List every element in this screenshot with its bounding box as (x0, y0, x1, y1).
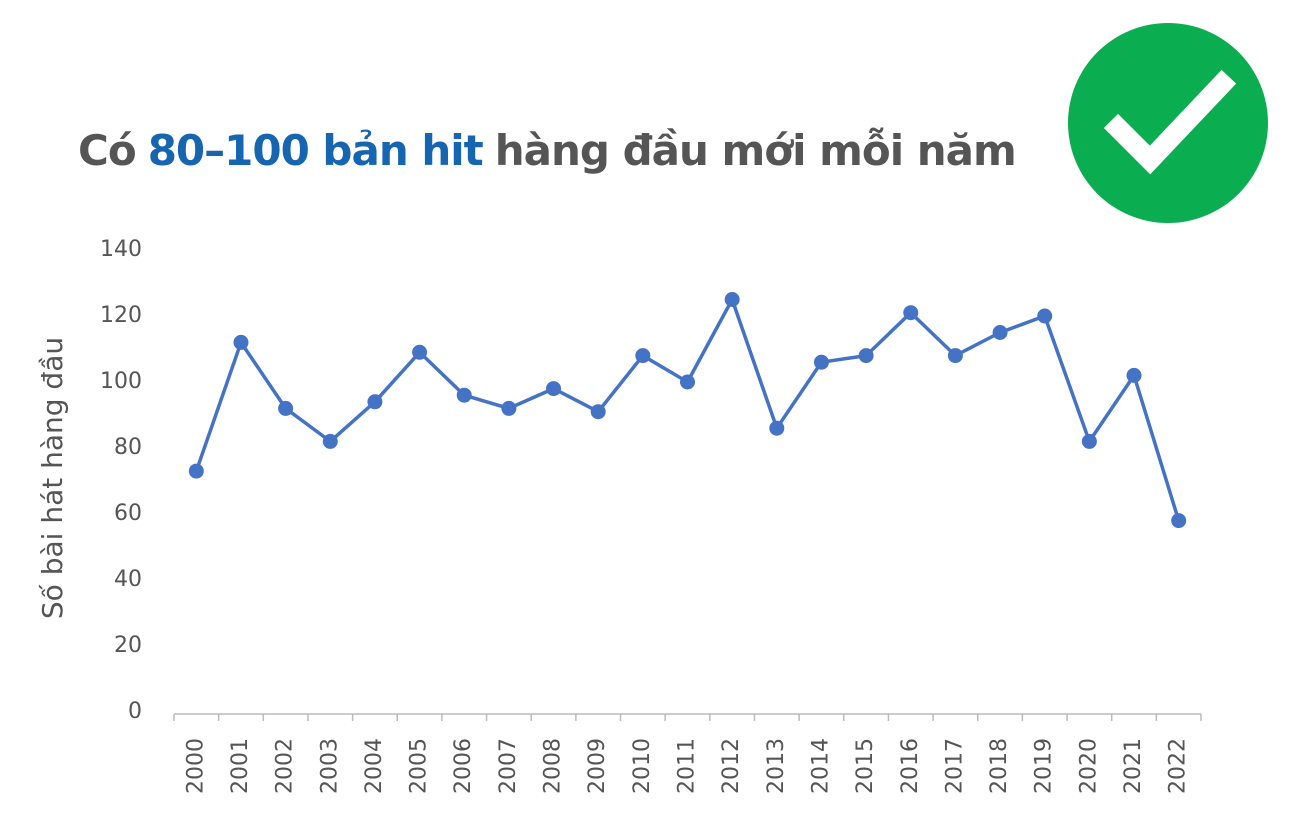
data-point (412, 344, 428, 360)
x-tick-label: 2012 (719, 738, 744, 794)
data-point (322, 433, 338, 449)
data-point (680, 374, 695, 390)
y-tick-label: 40 (114, 567, 142, 592)
x-tick-label: 2002 (273, 738, 298, 794)
data-point (1126, 367, 1142, 383)
data-point (278, 400, 294, 416)
data-point (724, 292, 740, 307)
data-point (188, 463, 204, 479)
x-tick-label: 2022 (1166, 738, 1191, 794)
x-tick-label: 2007 (496, 738, 521, 794)
y-tick-label: 20 (114, 633, 142, 658)
y-tick-label: 100 (100, 369, 142, 394)
data-point (501, 400, 517, 416)
y-tick-label: 0 (128, 699, 142, 724)
x-tick-label: 2021 (1121, 738, 1146, 794)
data-point (546, 381, 562, 397)
x-tick-label: 2018 (987, 738, 1012, 794)
data-point (456, 387, 472, 403)
data-point (635, 348, 651, 364)
title-part: hàng đầu mới mỗi năm (494, 126, 1017, 175)
series-line (194, 297, 1181, 522)
x-tick-label: 2015 (853, 738, 878, 794)
data-point (858, 348, 874, 364)
x-tick-label: 2003 (317, 738, 342, 794)
x-tick-label: 2014 (808, 738, 833, 794)
x-tick-label: 2006 (451, 738, 476, 794)
x-tick-label: 2016 (898, 738, 923, 794)
x-tick-label: 2005 (407, 738, 432, 794)
chart-title: Có 80–100 bản hit hàng đầu mới mỗi năm (78, 126, 1028, 175)
data-point (367, 394, 383, 410)
x-tick-label: 2004 (362, 738, 387, 794)
title-part: Có (78, 126, 137, 175)
y-tick-label: 60 (114, 501, 142, 526)
y-tick-label: 80 (114, 435, 142, 460)
title-highlight: 80–100 bản hit (147, 126, 484, 175)
y-axis-label: Số bài hát hàng đầu (36, 337, 69, 619)
data-point (992, 325, 1008, 340)
check-badge (1068, 23, 1268, 223)
data-point (1037, 308, 1053, 324)
x-tick-label: 2020 (1076, 738, 1101, 794)
x-tick-label: 2017 (942, 738, 967, 794)
data-point (769, 420, 785, 436)
x-tick-label: 2013 (764, 738, 789, 794)
data-point (1081, 433, 1097, 449)
x-tick-label: 2001 (228, 738, 253, 794)
check-mark (1103, 69, 1237, 175)
data-point (947, 348, 963, 364)
y-tick-label: 140 (100, 237, 142, 262)
x-tick-label: 2019 (1032, 738, 1057, 794)
data-point (233, 334, 249, 350)
x-tick-label: 2011 (675, 738, 700, 794)
x-tick-label: 2008 (541, 738, 566, 794)
data-point (813, 354, 829, 370)
data-point (590, 404, 606, 420)
x-tick-label: 2010 (630, 738, 655, 794)
x-tick-label: 2000 (183, 738, 208, 794)
data-point (903, 305, 919, 321)
data-point (1171, 513, 1187, 529)
x-tick-label: 2009 (585, 738, 610, 794)
y-tick-label: 120 (100, 303, 142, 328)
